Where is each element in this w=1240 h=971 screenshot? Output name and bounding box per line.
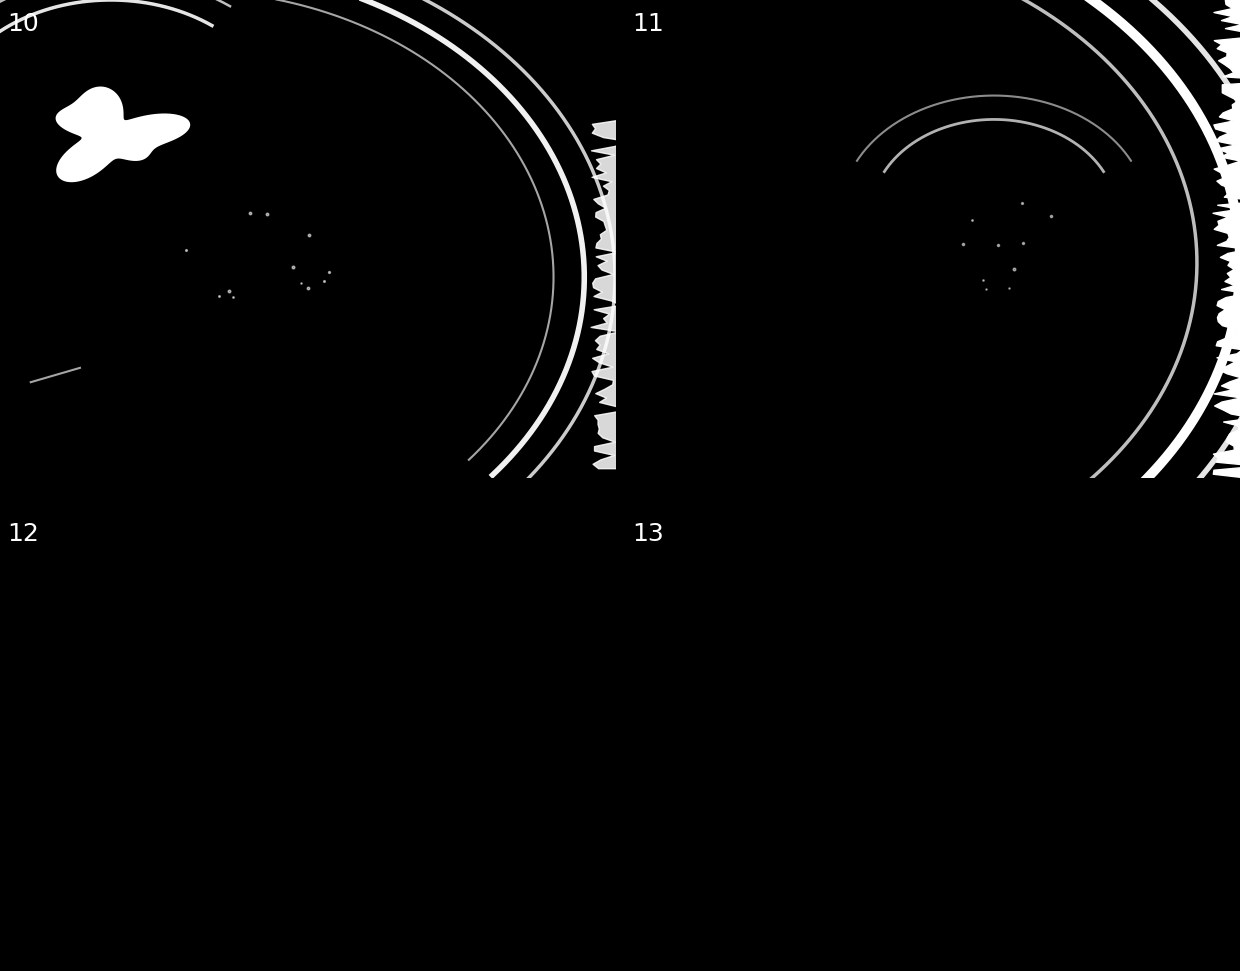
Text: 10: 10 — [7, 12, 40, 36]
Polygon shape — [56, 86, 190, 183]
Text: 11: 11 — [632, 12, 665, 36]
Text: 13: 13 — [632, 522, 665, 547]
Text: 12: 12 — [7, 522, 40, 547]
